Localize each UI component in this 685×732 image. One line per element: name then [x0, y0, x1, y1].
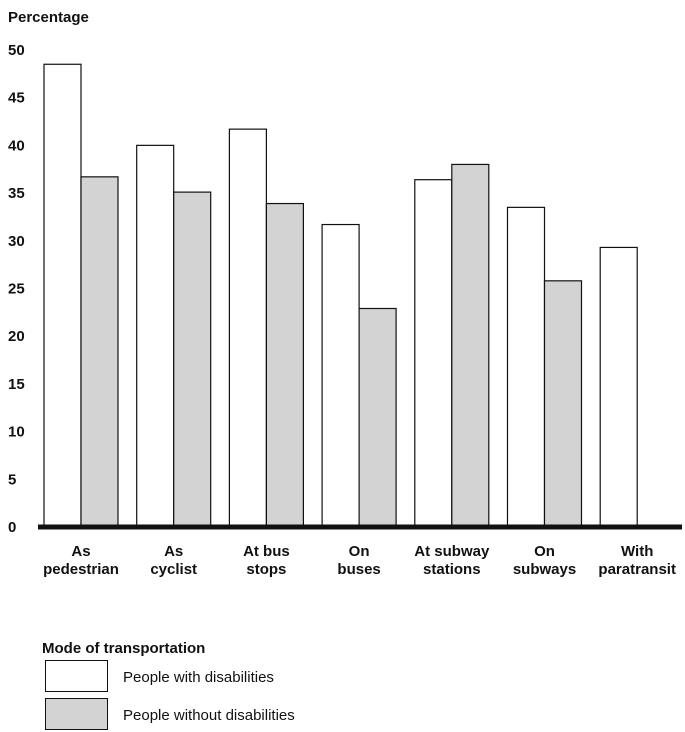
x-tick-label: pedestrian — [43, 561, 119, 578]
x-tick-label: On — [534, 543, 555, 560]
y-tick-label: 25 — [8, 281, 25, 298]
legend-label-without-disabilities: People without disabilities — [123, 707, 295, 724]
y-tick-label: 0 — [8, 519, 16, 536]
y-tick-label: 5 — [8, 471, 16, 488]
y-tick-label: 40 — [8, 137, 25, 154]
legend-label-with-disabilities: People with disabilities — [123, 669, 274, 686]
y-tick-label: 35 — [8, 185, 25, 202]
bar-with-disabilities — [136, 144, 175, 527]
y-tick-label: 50 — [8, 42, 25, 59]
bar-without-disabilities — [543, 280, 583, 527]
x-tick-label: stations — [423, 561, 481, 578]
y-tick-label: 45 — [8, 90, 25, 107]
bar-with-disabilities — [228, 128, 267, 527]
legend-swatch-without-disabilities — [45, 698, 108, 730]
x-tick-label: At subway — [414, 543, 490, 560]
x-tick-label: paratransit — [598, 561, 676, 578]
x-tick-label: With — [621, 543, 653, 560]
x-tick-label: buses — [337, 561, 380, 578]
x-tick-label: As — [71, 543, 90, 560]
bar-with-disabilities — [43, 63, 82, 527]
bar-without-disabilities — [451, 163, 490, 527]
legend-item-with-disabilities: People with disabilities — [45, 660, 445, 694]
x-tick-label: stops — [246, 561, 286, 578]
bar-with-disabilities — [321, 223, 360, 527]
bar-chart: 05101520253035404550AspedestrianAscyclis… — [8, 42, 682, 578]
y-axis-title: Percentage — [8, 9, 89, 26]
bar-with-disabilities — [414, 179, 453, 527]
x-tick-label: cyclist — [150, 561, 197, 578]
x-axis-title: Mode of transportation — [42, 640, 206, 657]
y-tick-label: 15 — [8, 376, 25, 393]
x-tick-label: At bus — [243, 543, 290, 560]
legend-swatch-with-disabilities — [45, 660, 108, 692]
y-tick-label: 30 — [8, 233, 25, 250]
x-tick-label: subways — [513, 561, 576, 578]
bar-without-disabilities — [358, 307, 397, 527]
bar-with-disabilities — [506, 206, 546, 527]
x-tick-label: As — [164, 543, 183, 560]
x-tick-label: On — [349, 543, 370, 560]
legend-item-without-disabilities: People without disabilities — [45, 698, 445, 732]
bar-without-disabilities — [265, 202, 304, 527]
bar-without-disabilities — [173, 191, 212, 527]
bar-with-disabilities — [599, 246, 638, 527]
y-tick-label: 10 — [8, 424, 25, 441]
bar-without-disabilities — [80, 176, 119, 527]
y-tick-label: 20 — [8, 328, 25, 345]
